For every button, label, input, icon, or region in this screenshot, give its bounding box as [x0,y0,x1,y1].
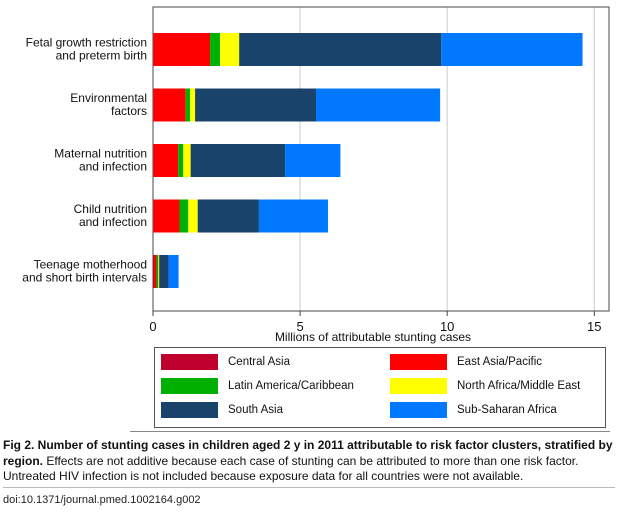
legend-swatch [161,354,218,370]
legend-label: South Asia [228,404,283,416]
legend-swatch [161,378,218,394]
figure-caption: Fig 2. Number of stunting cases in child… [3,438,615,485]
legend-swatch [161,402,218,418]
bar-segment [153,144,154,177]
x-tick-label: 5 [296,319,303,334]
legend-swatch [390,354,447,370]
bar-segment [179,199,189,233]
x-tick-label: 15 [587,319,601,334]
legend-label: Latin America/Caribbean [228,380,354,392]
bar-segment [158,255,160,288]
bar-segment [153,199,154,233]
legend-label: Sub-Saharan Africa [457,404,557,416]
legend-item: Latin America/Caribbean [161,378,354,394]
legend-label: North Africa/Middle East [457,380,581,392]
bar-segment [258,199,329,233]
category-label: Maternal nutrition and infection [54,147,147,174]
bar-segment [239,33,442,66]
category-label: Fetal growth restriction and preterm birt… [26,36,147,63]
category-label: Environmental factors [70,91,147,118]
bar-segment [153,144,179,177]
legend-item: South Asia [161,402,283,418]
bar-segment [153,88,154,122]
legend-label: Central Asia [228,356,291,368]
bar-segment [188,199,198,233]
x-tick-label: 10 [440,319,454,334]
bar-segment [153,33,154,66]
legend-swatch [390,378,447,394]
legend: Central Asia East Asia/Pacific Latin Ame… [154,347,606,428]
legend-swatch [390,402,447,418]
bar-segment [220,33,240,66]
legend-item: North Africa/Middle East [390,378,580,394]
legend-item: Sub-Saharan Africa [390,402,557,418]
legend-label: East Asia/Pacific [457,356,543,368]
bar-segment [441,33,583,66]
bar-segment [315,88,441,122]
x-axis-label: Millions of attributable stunting cases [275,330,471,344]
category-label: Child nutrition and infection [74,202,147,229]
doi-text: doi:10.1371/journal.pmed.1002164.g002 [3,494,201,506]
bar-segment [197,199,259,233]
stacked-bar-chart: Fetal growth restriction and preterm birt… [22,6,610,344]
bar-segment [190,144,286,177]
bar-segment [153,88,186,122]
bar-segment [210,33,221,66]
bar-segment [178,144,184,177]
bar-segment [156,255,159,288]
divider [3,487,615,488]
bar-segment [153,199,180,233]
bar-segment [168,255,179,288]
bar-segment [195,88,316,122]
caption-text: Effects are not additive because each ca… [3,453,579,484]
divider [130,431,610,432]
caption-title: Fig 2. Number of stunting cases in child… [3,438,613,468]
bar-segment [285,144,341,177]
legend-item: East Asia/Pacific [390,354,542,370]
bar-segment [154,255,157,288]
bar-segment [159,255,169,288]
bar-segment [153,255,155,288]
bar-segment [153,33,211,66]
bar-segment [190,88,196,122]
legend-item: Central Asia [161,354,290,370]
x-tick-label: 0 [149,319,156,334]
category-label: Teenage motherhood and short birth interv… [22,258,147,285]
bar-segment [183,144,191,177]
bar-segment [185,88,191,122]
